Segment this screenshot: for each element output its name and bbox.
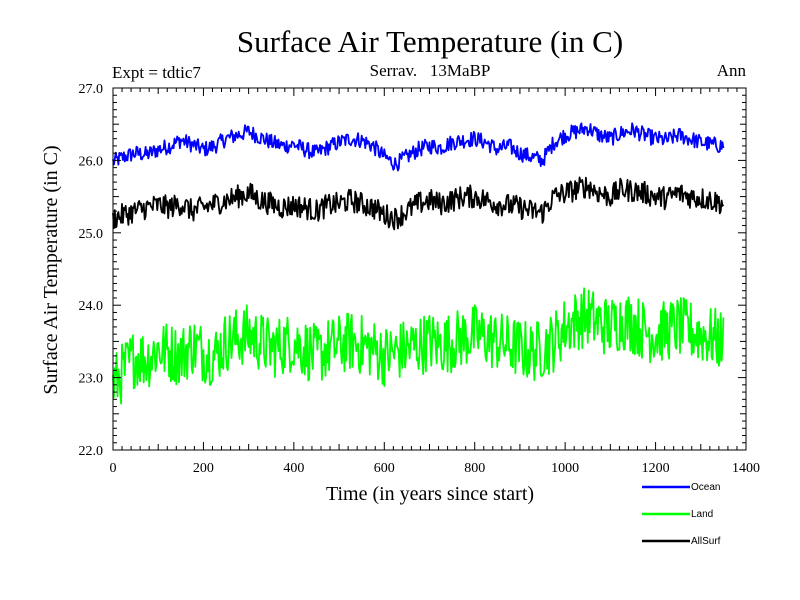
axes: 22.0 23.0 24.0 25.0 26.0 27.0 0 200 400 600 800 100… bbox=[79, 82, 761, 476]
experiment-label: Expt = tdtic7 bbox=[112, 63, 201, 82]
x-tick-label: 400 bbox=[283, 461, 304, 476]
legend-label-allsurf: AllSurf bbox=[691, 536, 721, 547]
series-line-ocean bbox=[112, 122, 725, 172]
legend: Ocean Land AllSurf bbox=[642, 482, 721, 547]
x-tick-label: 1000 bbox=[551, 461, 579, 476]
x-tick-label: 0 bbox=[110, 461, 117, 476]
x-tick-label: 200 bbox=[193, 461, 214, 476]
x-tick-label: 600 bbox=[374, 461, 395, 476]
legend-label-ocean: Ocean bbox=[691, 482, 720, 493]
y-tick-label: 26.0 bbox=[79, 154, 104, 169]
y-tick-label: 22.0 bbox=[79, 444, 104, 459]
y-tick-label: 23.0 bbox=[79, 372, 104, 387]
x-tick-label: 1200 bbox=[642, 461, 670, 476]
x-tick-label: 1400 bbox=[732, 461, 760, 476]
legend-label-land: Land bbox=[691, 509, 713, 520]
y-tick-label: 27.0 bbox=[79, 82, 104, 97]
x-axis-label: Time (in years since start) bbox=[326, 483, 534, 505]
x-tick-label: 800 bbox=[464, 461, 485, 476]
period-label: Serrav. 13MaBP bbox=[370, 61, 491, 80]
series-line-land bbox=[112, 287, 725, 405]
chart-title: Surface Air Temperature (in C) bbox=[237, 24, 623, 59]
y-tick-label: 24.0 bbox=[79, 299, 104, 314]
series-layer bbox=[112, 122, 725, 405]
y-tick-label: 25.0 bbox=[79, 227, 104, 242]
season-label: Ann bbox=[717, 61, 747, 80]
y-axis-label: Surface Air Temperature (in C) bbox=[40, 145, 62, 394]
series-line-allsurf bbox=[112, 176, 725, 231]
